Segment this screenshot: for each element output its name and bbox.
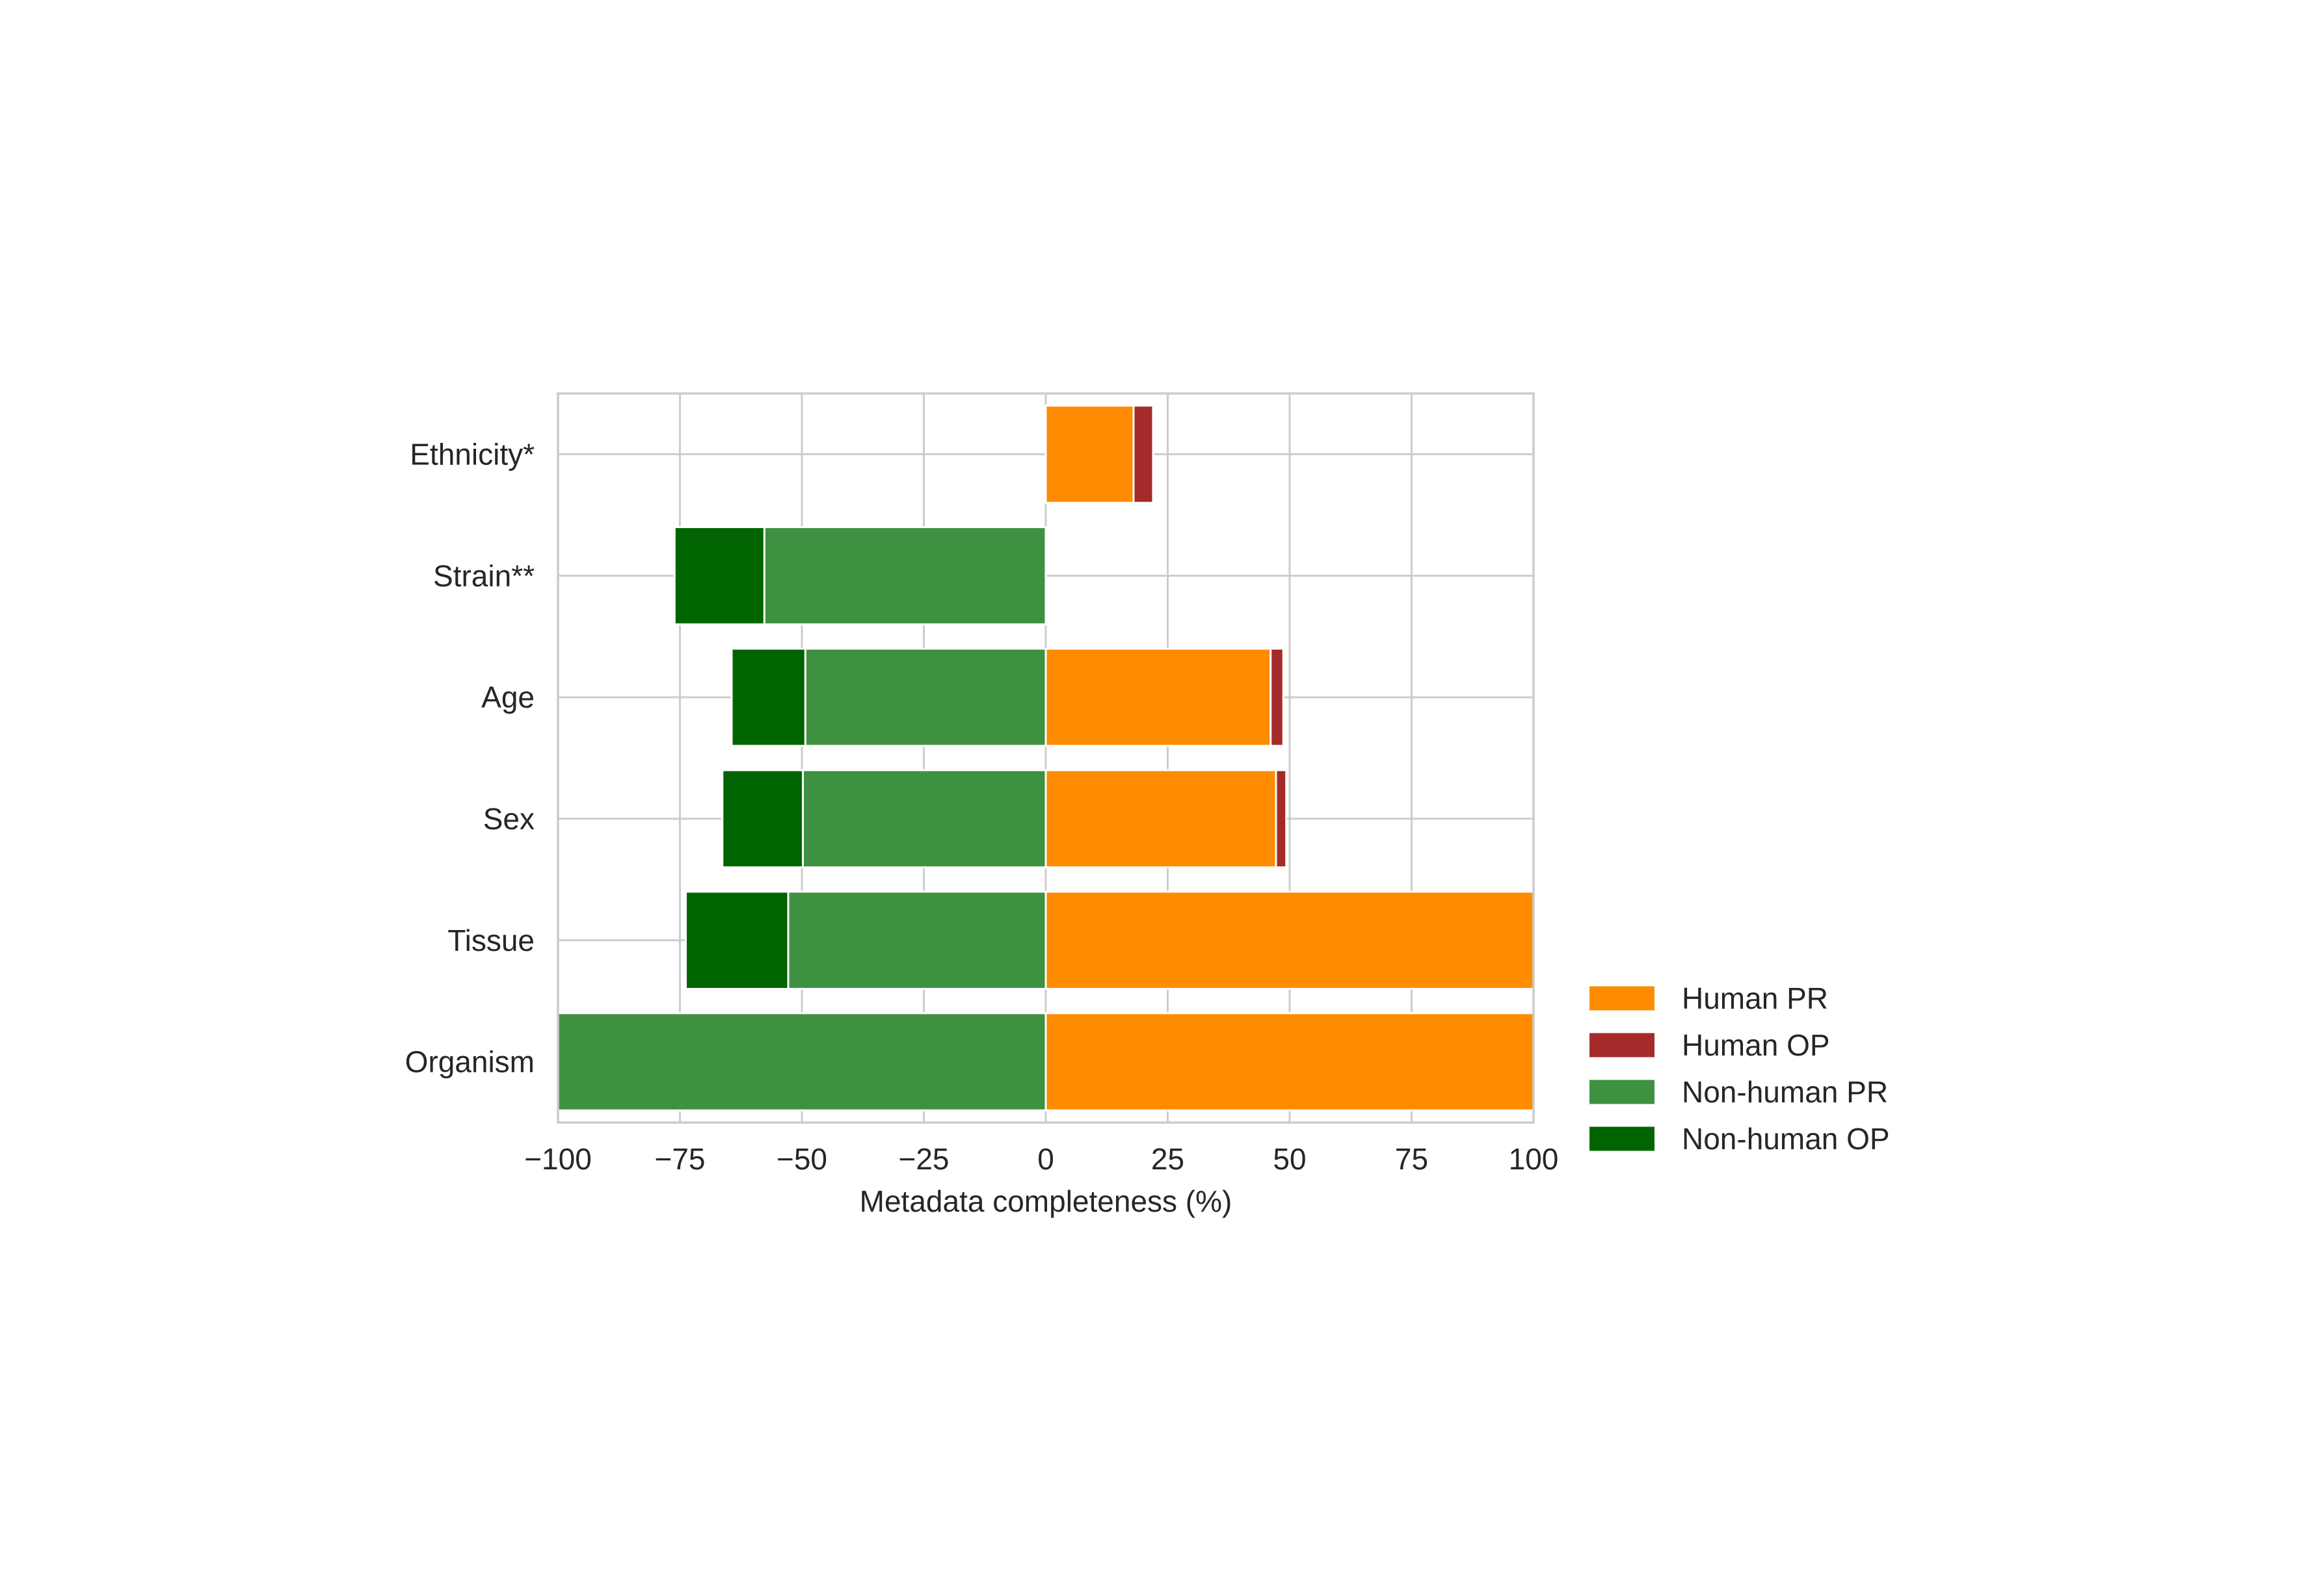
y-tick-labels: Organism Tissue Sex Age Strain** Ethnicity* — [405, 437, 535, 1078]
y-tick-label-sex: Sex — [483, 802, 535, 836]
x-tick-labels: −100 −75 −50 −25 0 25 50 75 100 — [524, 1142, 1558, 1176]
bar-age-human-op — [1269, 647, 1284, 747]
y-tick-label-organism: Organism — [405, 1045, 535, 1079]
plot-frame — [557, 392, 1535, 1124]
x-tick-label-1: −75 — [654, 1142, 705, 1176]
legend-swatch-human-op — [1589, 1033, 1654, 1057]
legend: Human PR Human OP Non-human PR Non-human OP — [1589, 981, 1890, 1156]
bar-age-human-pr — [1044, 647, 1272, 747]
x-tick-label-7: 75 — [1395, 1142, 1428, 1176]
legend-label-non-human-op: Non-human OP — [1682, 1122, 1890, 1156]
bar-sex-human-op — [1275, 769, 1288, 869]
bar-tissue-non-human-op — [685, 890, 790, 990]
legend-label-non-human-pr: Non-human PR — [1682, 1075, 1888, 1109]
bar-sex-non-human-pr — [802, 769, 1047, 869]
bar-age-non-human-op — [730, 647, 806, 747]
x-axis-label: Metadata completeness (%) — [860, 1184, 1232, 1218]
x-tick-label-3: −25 — [898, 1142, 949, 1176]
x-tick-label-5: 25 — [1151, 1142, 1184, 1176]
bar-tissue-human-pr — [1044, 890, 1535, 990]
bar-strain-non-human-op — [673, 526, 765, 626]
bar-ethnicity-human-pr — [1044, 405, 1135, 504]
x-tick-label-4: 0 — [1037, 1142, 1054, 1176]
bar-sex-non-human-op — [721, 769, 804, 869]
legend-label-human-pr: Human PR — [1682, 981, 1828, 1015]
bar-age-non-human-pr — [804, 647, 1047, 747]
bar-tissue-non-human-pr — [787, 890, 1047, 990]
y-tick-label-ethnicity: Ethnicity* — [410, 437, 535, 471]
y-tick-label-age: Age — [481, 680, 535, 714]
x-tick-label-8: 100 — [1509, 1142, 1559, 1176]
bar-sex-human-pr — [1044, 769, 1277, 869]
bar-strain-non-human-pr — [763, 526, 1047, 626]
x-tick-label-6: 50 — [1273, 1142, 1306, 1176]
y-tick-label-tissue: Tissue — [447, 924, 535, 957]
bar-organism-human-pr — [1044, 1012, 1535, 1111]
bar-organism-non-human-pr — [557, 1012, 1047, 1111]
y-tick-label-strain: Strain** — [433, 559, 535, 592]
legend-swatch-human-pr — [1589, 986, 1654, 1011]
bars — [557, 405, 1535, 1111]
legend-swatch-non-human-pr — [1589, 1080, 1654, 1104]
bar-ethnicity-human-op — [1132, 405, 1154, 504]
x-tick-label-0: −100 — [524, 1142, 592, 1176]
legend-label-human-op: Human OP — [1682, 1028, 1830, 1062]
x-tick-label-2: −50 — [777, 1142, 827, 1176]
legend-swatch-non-human-op — [1589, 1126, 1654, 1151]
